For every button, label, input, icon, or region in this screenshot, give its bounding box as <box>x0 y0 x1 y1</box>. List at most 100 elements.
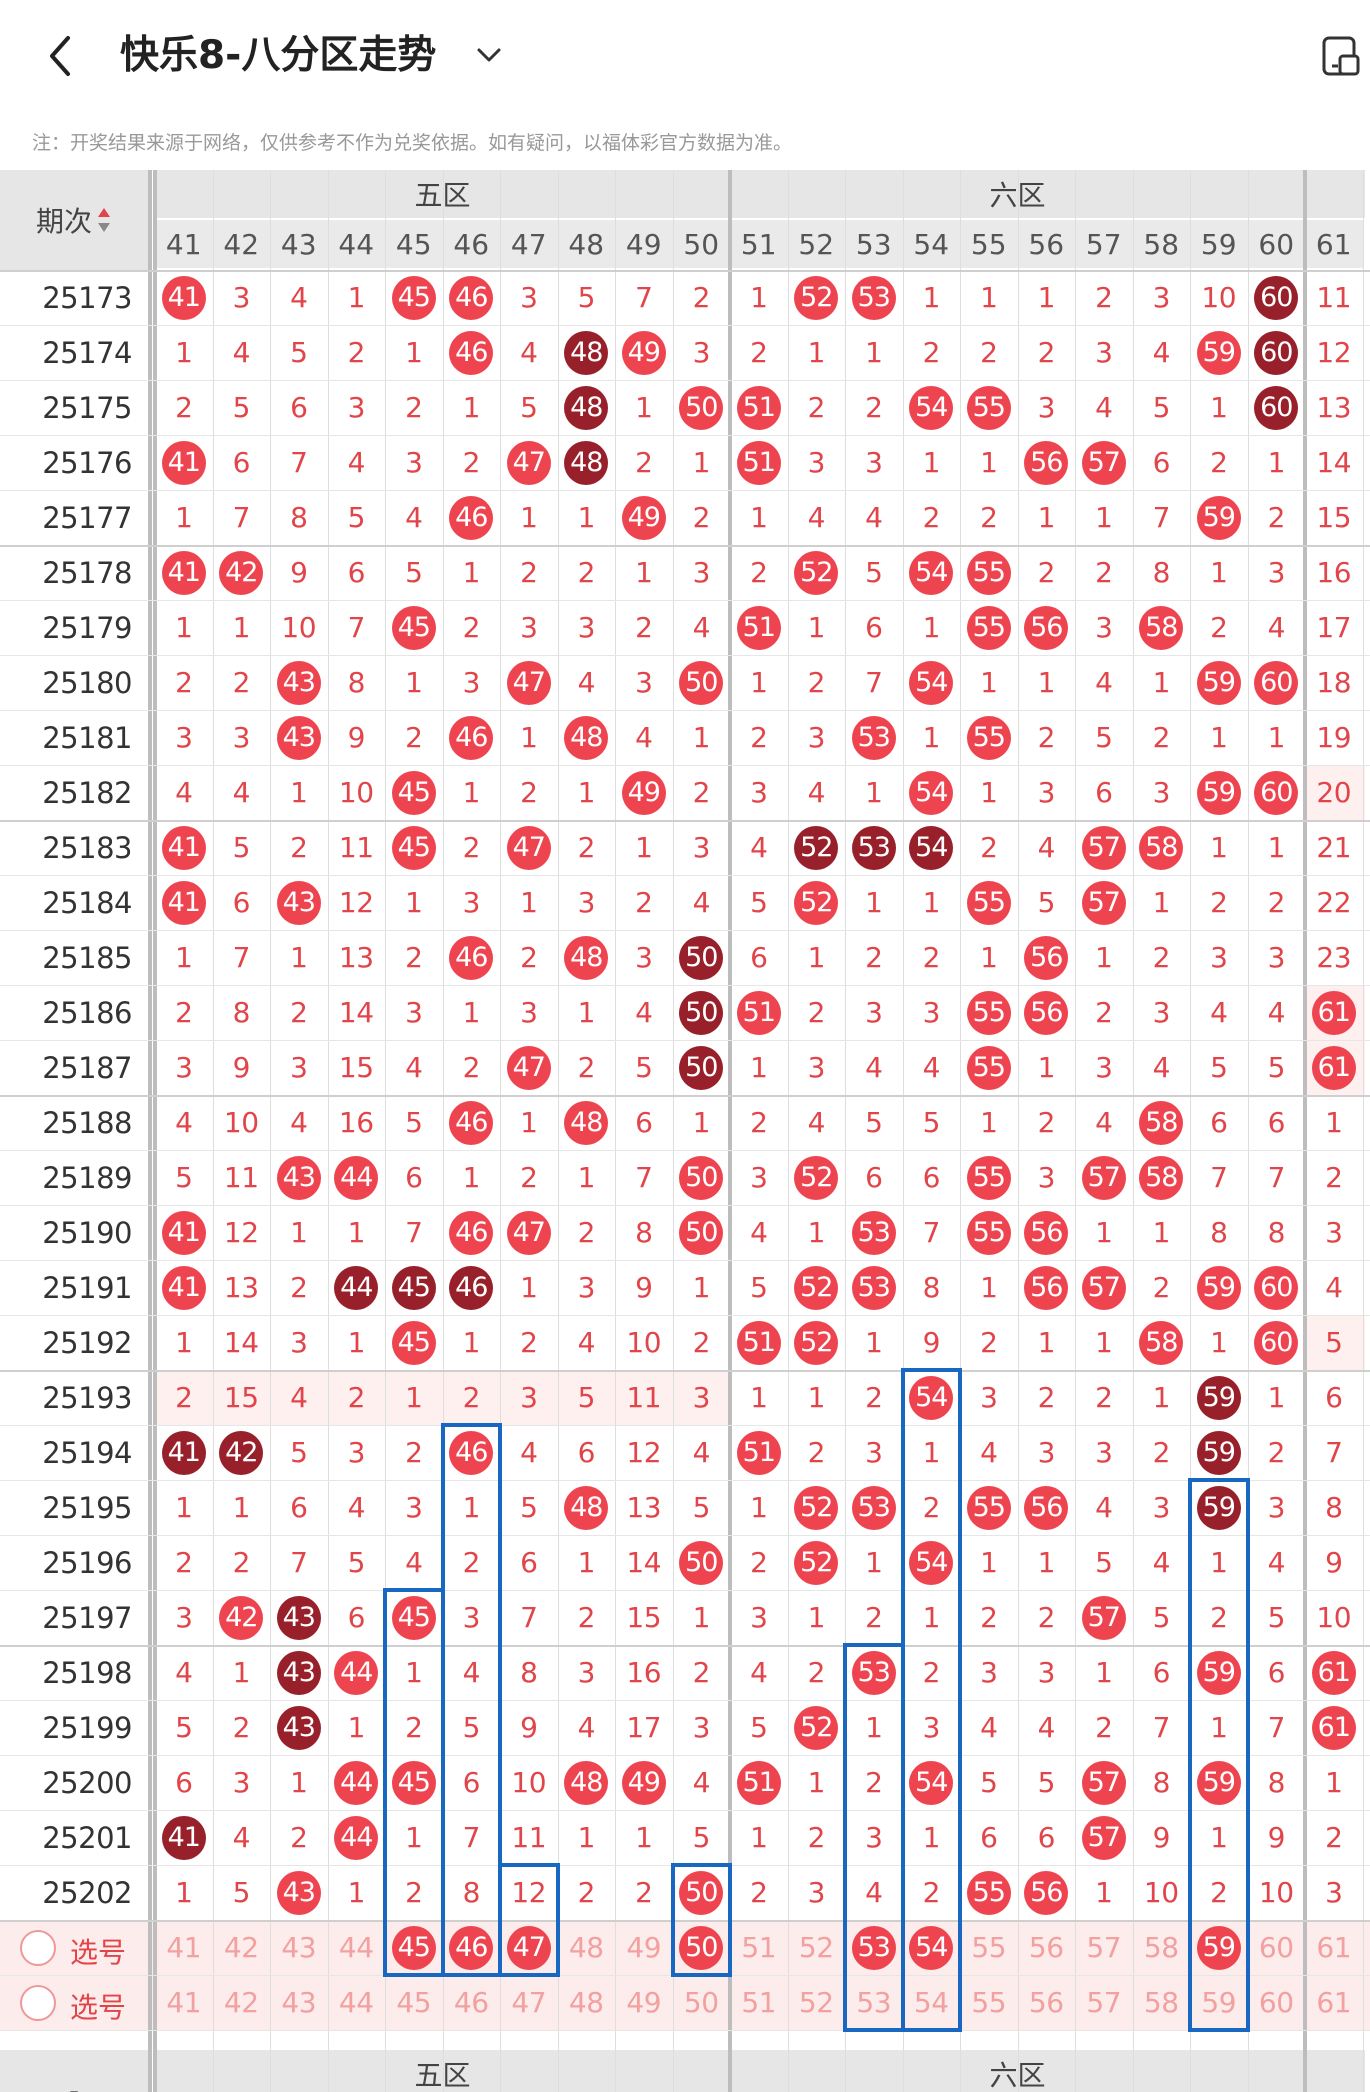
pick-number[interactable]: 49 <box>626 1986 662 2019</box>
number-ball[interactable]: 42 <box>219 1430 264 1475</box>
pick-number[interactable]: 57 <box>1086 1986 1122 2019</box>
number-ball[interactable]: 48 <box>564 440 609 485</box>
number-ball[interactable]: 41 <box>161 1265 206 1310</box>
number-ball[interactable]: 46 <box>449 1430 494 1475</box>
number-ball[interactable]: 43 <box>276 660 321 705</box>
number-ball[interactable]: 51 <box>736 385 781 430</box>
number-ball[interactable]: 46 <box>449 1925 494 1970</box>
number-ball[interactable]: 54 <box>909 825 954 870</box>
pick-number[interactable]: 41 <box>166 1986 202 2019</box>
number-ball[interactable]: 43 <box>276 1705 321 1750</box>
number-ball[interactable]: 41 <box>161 880 206 925</box>
pick-number[interactable]: 41 <box>166 1931 202 1964</box>
number-ball[interactable]: 52 <box>794 1705 839 1750</box>
number-ball[interactable]: 60 <box>1254 275 1299 320</box>
number-ball[interactable]: 52 <box>794 880 839 925</box>
number-ball[interactable]: 59 <box>1196 1760 1241 1805</box>
pick-number[interactable]: 45 <box>396 1986 432 2019</box>
number-ball[interactable]: 54 <box>909 1540 954 1585</box>
number-ball[interactable]: 43 <box>276 1870 321 1915</box>
pick-number[interactable]: 60 <box>1258 1986 1294 2019</box>
number-ball[interactable]: 56 <box>1024 1870 1069 1915</box>
number-ball[interactable]: 43 <box>276 1595 321 1640</box>
number-ball[interactable]: 53 <box>851 1485 896 1530</box>
number-ball[interactable]: 61 <box>1311 1045 1356 1090</box>
number-ball[interactable]: 47 <box>506 1925 551 1970</box>
number-ball[interactable]: 50 <box>679 1210 724 1255</box>
pick-number[interactable]: 43 <box>281 1986 317 2019</box>
number-ball[interactable]: 54 <box>909 1760 954 1805</box>
pick-number[interactable]: 59 <box>1201 1986 1237 2019</box>
number-ball[interactable]: 46 <box>449 1100 494 1145</box>
number-ball[interactable]: 58 <box>1139 1155 1184 1200</box>
number-ball[interactable]: 46 <box>449 495 494 540</box>
pick-number[interactable]: 54 <box>913 1986 949 2019</box>
pick-number[interactable]: 51 <box>741 1986 777 2019</box>
pick-radio[interactable] <box>20 1930 56 1966</box>
number-ball[interactable]: 60 <box>1254 1265 1299 1310</box>
number-ball[interactable]: 59 <box>1196 1485 1241 1530</box>
number-ball[interactable]: 50 <box>679 1045 724 1090</box>
number-ball[interactable]: 47 <box>506 1045 551 1090</box>
number-ball[interactable]: 52 <box>794 550 839 595</box>
number-ball[interactable]: 51 <box>736 1760 781 1805</box>
pick-number[interactable]: 44 <box>338 1931 374 1964</box>
number-ball[interactable]: 59 <box>1196 1265 1241 1310</box>
number-ball[interactable]: 46 <box>449 935 494 980</box>
number-ball[interactable]: 52 <box>794 1155 839 1200</box>
number-ball[interactable]: 49 <box>621 495 666 540</box>
pick-number[interactable]: 56 <box>1028 1931 1064 1964</box>
number-ball[interactable]: 48 <box>564 330 609 375</box>
number-ball[interactable]: 45 <box>391 825 436 870</box>
pick-number[interactable]: 48 <box>568 1931 604 1964</box>
pick-number[interactable]: 46 <box>453 1986 489 2019</box>
number-ball[interactable]: 49 <box>621 770 666 815</box>
number-ball[interactable]: 53 <box>851 825 896 870</box>
number-ball[interactable]: 43 <box>276 715 321 760</box>
number-ball[interactable]: 59 <box>1196 1430 1241 1475</box>
number-ball[interactable]: 61 <box>1311 1705 1356 1750</box>
number-ball[interactable]: 43 <box>276 1155 321 1200</box>
pick-number[interactable]: 53 <box>856 1986 892 2019</box>
pick-number[interactable]: 50 <box>683 1986 719 2019</box>
number-ball[interactable]: 58 <box>1139 1100 1184 1145</box>
number-ball[interactable]: 56 <box>1024 605 1069 650</box>
number-ball[interactable]: 44 <box>334 1815 379 1860</box>
back-button[interactable] <box>40 26 80 86</box>
number-ball[interactable]: 60 <box>1254 660 1299 705</box>
title-dropdown-button[interactable] <box>474 40 504 70</box>
number-ball[interactable]: 52 <box>794 275 839 320</box>
number-ball[interactable]: 50 <box>679 1540 724 1585</box>
number-ball[interactable]: 45 <box>391 275 436 320</box>
pick-number[interactable]: 52 <box>798 1931 834 1964</box>
number-ball[interactable]: 42 <box>219 550 264 595</box>
number-ball[interactable]: 54 <box>909 385 954 430</box>
number-ball[interactable]: 59 <box>1196 330 1241 375</box>
number-ball[interactable]: 52 <box>794 1320 839 1365</box>
number-ball[interactable]: 46 <box>449 1210 494 1255</box>
number-ball[interactable]: 56 <box>1024 440 1069 485</box>
number-ball[interactable]: 60 <box>1254 330 1299 375</box>
number-ball[interactable]: 56 <box>1024 935 1069 980</box>
number-ball[interactable]: 55 <box>966 385 1011 430</box>
number-ball[interactable]: 57 <box>1081 440 1126 485</box>
number-ball[interactable]: 58 <box>1139 605 1184 650</box>
number-ball[interactable]: 48 <box>564 1760 609 1805</box>
number-ball[interactable]: 59 <box>1196 1650 1241 1695</box>
number-ball[interactable]: 55 <box>966 715 1011 760</box>
number-ball[interactable]: 57 <box>1081 1760 1126 1805</box>
number-ball[interactable]: 54 <box>909 770 954 815</box>
number-ball[interactable]: 44 <box>334 1155 379 1200</box>
number-ball[interactable]: 51 <box>736 440 781 485</box>
number-ball[interactable]: 41 <box>161 1210 206 1255</box>
number-ball[interactable]: 56 <box>1024 1265 1069 1310</box>
pick-number[interactable]: 61 <box>1316 1931 1352 1964</box>
number-ball[interactable]: 52 <box>794 825 839 870</box>
number-ball[interactable]: 55 <box>966 1210 1011 1255</box>
trend-table[interactable]: 期次 五区 六区 41 42 43 44 45 46 47 48 49 50 51 52 53 54 55 56 57… <box>0 170 1370 2092</box>
number-ball[interactable]: 50 <box>679 385 724 430</box>
number-ball[interactable]: 57 <box>1081 1155 1126 1200</box>
number-ball[interactable]: 46 <box>449 275 494 320</box>
number-ball[interactable]: 45 <box>391 1265 436 1310</box>
number-ball[interactable]: 50 <box>679 1925 724 1970</box>
